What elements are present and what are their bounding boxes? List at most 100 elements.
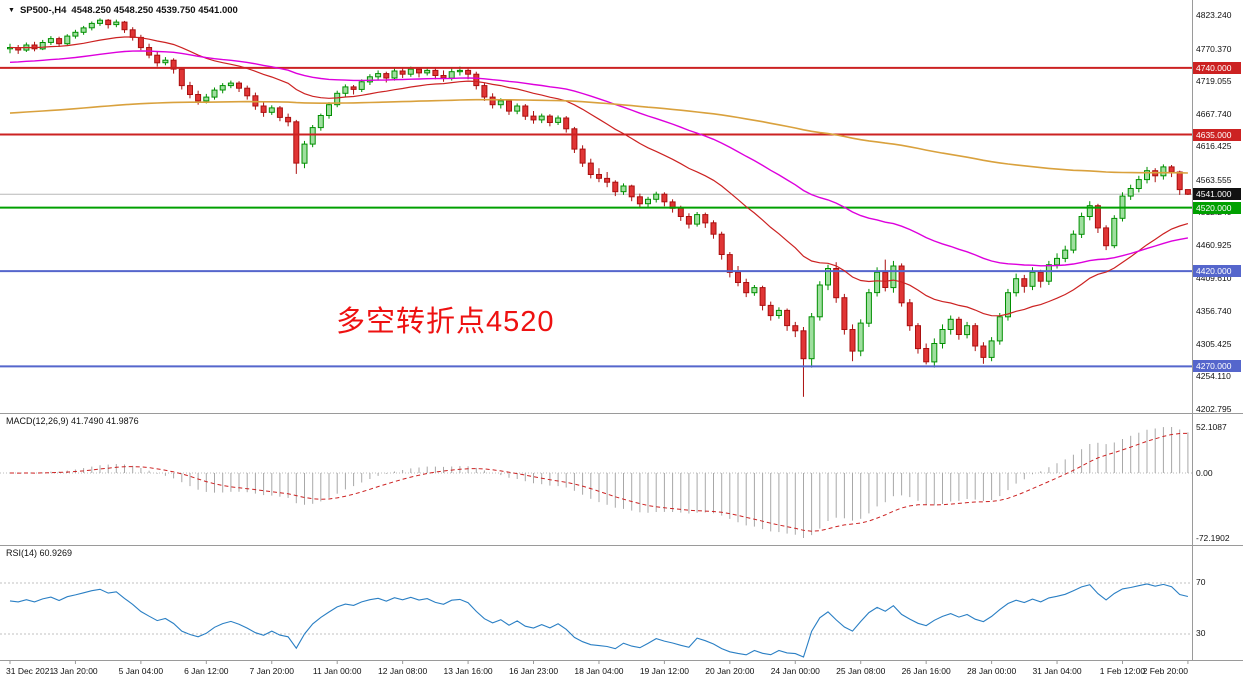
- candle: [669, 199, 676, 213]
- macd-scale-zero-label: 0.00: [1196, 468, 1213, 478]
- candle: [947, 315, 954, 335]
- candle: [473, 71, 480, 90]
- candle: [129, 27, 136, 41]
- macd-scale-max-label: 52.1087: [1196, 422, 1227, 432]
- macd-scale-min-label: -72.1902: [1196, 533, 1230, 543]
- candle: [1013, 273, 1020, 297]
- candle: [514, 103, 521, 115]
- candle: [72, 29, 79, 39]
- candle: [268, 105, 275, 115]
- candle: [342, 84, 349, 98]
- candle: [849, 324, 856, 362]
- candle: [988, 337, 995, 362]
- collapse-triangle-icon[interactable]: ▼: [8, 7, 15, 14]
- candle: [80, 25, 87, 35]
- candle: [358, 79, 365, 92]
- candle: [726, 252, 733, 278]
- candle: [636, 193, 643, 209]
- candle: [767, 301, 774, 321]
- candle: [996, 313, 1003, 345]
- candle: [317, 113, 324, 131]
- candle: [211, 87, 218, 100]
- candle: [227, 80, 234, 89]
- symbol-timeframe-label: SP500-,H4: [19, 5, 67, 16]
- candle: [64, 34, 71, 46]
- candle: [620, 183, 627, 195]
- candle: [816, 281, 823, 321]
- candle: [121, 20, 128, 33]
- candle: [915, 323, 921, 354]
- candle: [857, 319, 864, 357]
- candle: [587, 158, 594, 179]
- candle: [906, 299, 913, 331]
- candle: [546, 114, 553, 127]
- candle: [890, 260, 897, 293]
- candle: [39, 39, 46, 51]
- ohlc-readout: 4548.250 4548.250 4539.750 4541.000: [71, 5, 238, 16]
- candle: [898, 263, 905, 307]
- candle: [1078, 212, 1085, 238]
- candle: [833, 262, 840, 303]
- candle: [301, 140, 308, 169]
- candle: [236, 81, 242, 92]
- candle: [571, 126, 578, 153]
- candle: [187, 81, 193, 99]
- mid-ma-line: [9, 50, 1189, 267]
- candle: [1103, 225, 1110, 251]
- candle: [710, 220, 717, 239]
- candle: [612, 180, 619, 197]
- candle: [170, 58, 177, 74]
- candle: [931, 338, 938, 368]
- candle: [759, 285, 766, 311]
- macd-signal-line: [9, 432, 1188, 532]
- candle: [88, 21, 95, 31]
- candle: [1127, 184, 1134, 200]
- candle: [285, 113, 292, 127]
- candle: [440, 70, 447, 82]
- candle: [162, 57, 169, 66]
- candle: [841, 293, 848, 335]
- candle: [522, 104, 529, 120]
- candle: [31, 41, 38, 52]
- candle: [685, 213, 692, 229]
- rsi-line: [9, 583, 1189, 658]
- slow-ma-line: [9, 98, 1188, 174]
- trade-annotation-text: 多空转折点4520: [336, 306, 555, 338]
- candle: [113, 19, 120, 28]
- candle: [563, 116, 570, 133]
- candle: [465, 67, 472, 80]
- candle: [260, 102, 267, 117]
- candle: [47, 36, 54, 45]
- candle: [481, 83, 488, 101]
- candle: [939, 324, 946, 349]
- candle: [391, 68, 398, 81]
- candle: [1070, 230, 1077, 254]
- rsi-scale-lower-label: 30: [1196, 628, 1206, 638]
- candle: [293, 119, 300, 174]
- candle: [105, 19, 112, 29]
- candle: [416, 67, 422, 78]
- candle: [825, 264, 831, 291]
- candle: [972, 323, 979, 352]
- candle: [882, 259, 889, 292]
- candle: [923, 343, 930, 365]
- candle: [1094, 203, 1101, 233]
- candle: [653, 191, 660, 203]
- candle: [1176, 170, 1183, 195]
- candle: [579, 145, 586, 167]
- candle: [645, 196, 651, 207]
- candle: [375, 70, 382, 81]
- candle: [1135, 175, 1142, 193]
- candle: [628, 184, 635, 202]
- candle: [309, 125, 316, 148]
- candle: [1184, 189, 1191, 195]
- candle: [1086, 201, 1093, 221]
- candle: [178, 67, 185, 90]
- candle: [1037, 269, 1044, 288]
- candle: [980, 342, 987, 364]
- candle: [244, 85, 251, 100]
- candle: [326, 102, 332, 119]
- candle: [506, 99, 512, 115]
